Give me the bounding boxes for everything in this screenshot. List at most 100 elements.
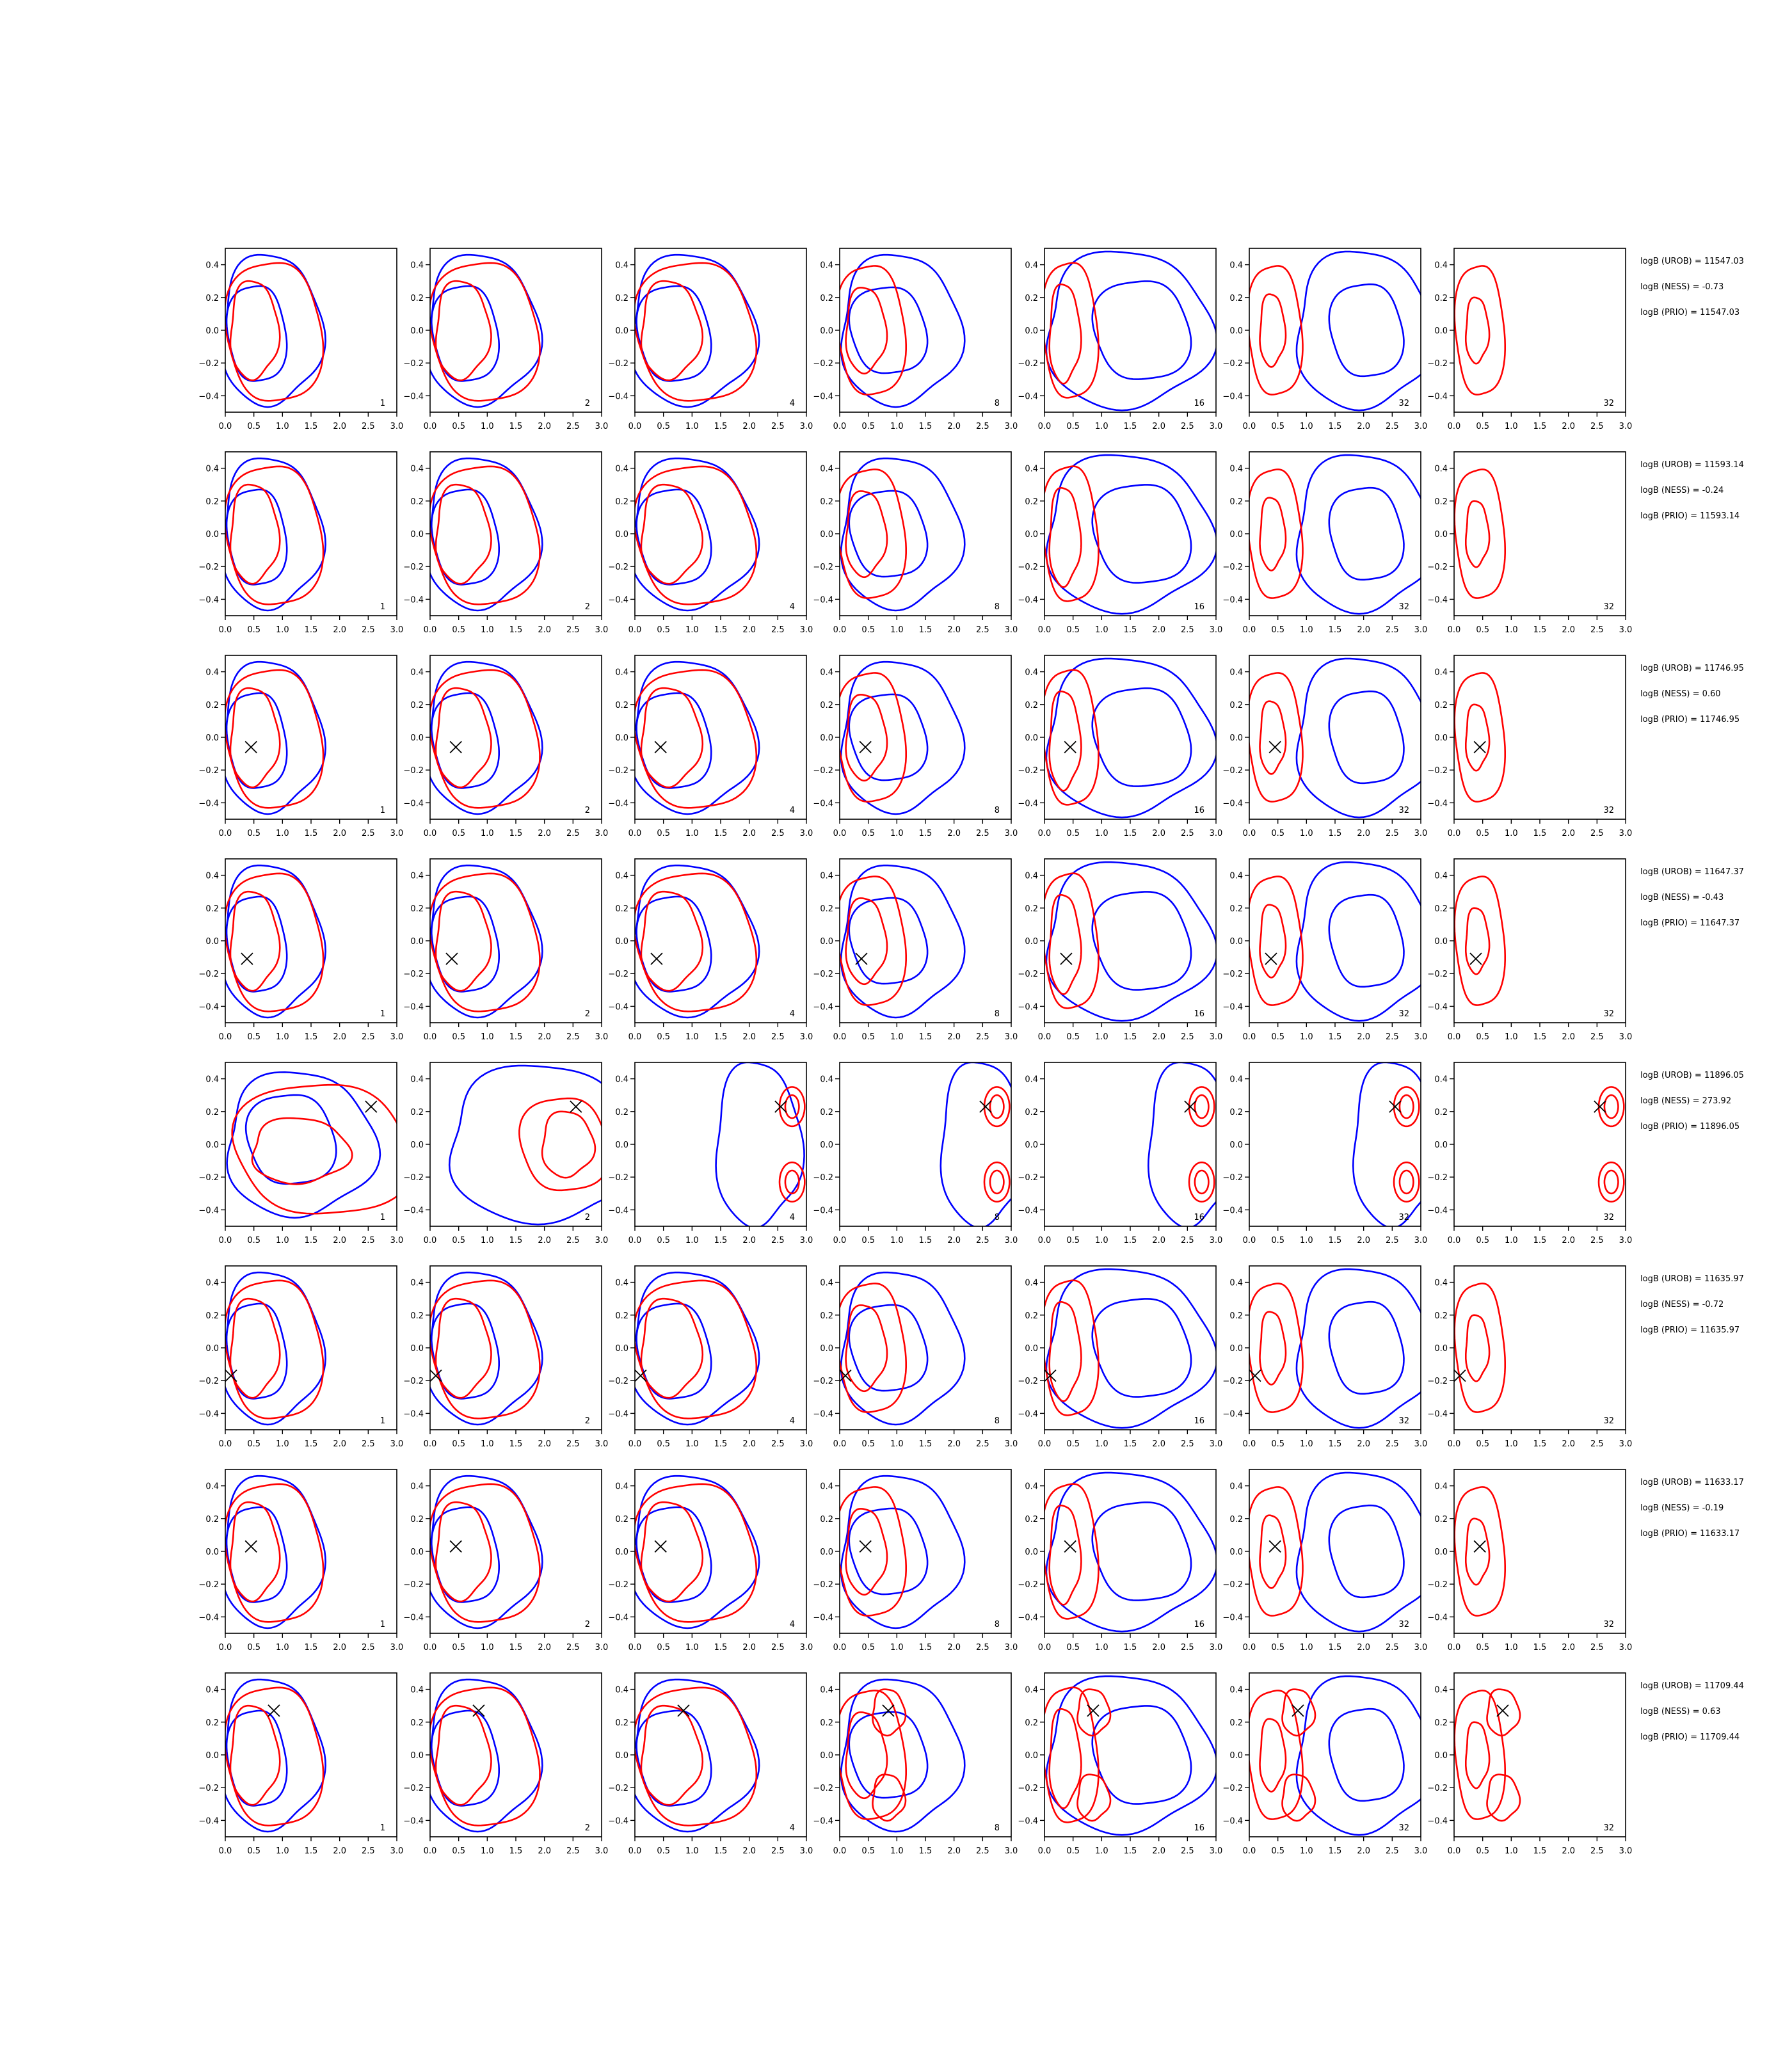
y-tick-label: 0.4 bbox=[1025, 465, 1038, 474]
y-tick-label: 0.2 bbox=[410, 1515, 424, 1524]
x-tick-label: 1.5 bbox=[714, 1032, 728, 1042]
blue-contour-1 bbox=[1045, 657, 1216, 819]
y-tick-label: −0.2 bbox=[403, 563, 424, 572]
x-tick-label: 2.0 bbox=[333, 1032, 346, 1042]
blue-contour-2 bbox=[1091, 280, 1192, 380]
y-tick-label: 0.0 bbox=[205, 733, 219, 743]
y-tick-label: 0.0 bbox=[1229, 937, 1243, 947]
x-tick-label: 1.0 bbox=[1300, 1032, 1313, 1042]
true-value-marker bbox=[1473, 740, 1486, 753]
x-tick-label: 3.0 bbox=[1619, 1643, 1633, 1652]
x-tick-label: 1.5 bbox=[509, 625, 523, 635]
y-tick-label: 0.2 bbox=[1229, 701, 1243, 710]
x-tick-label: 2.0 bbox=[1562, 1236, 1575, 1245]
y-tick-label: −0.2 bbox=[608, 563, 628, 572]
panel-label: 2 bbox=[585, 1416, 590, 1426]
x-tick-label: 2.0 bbox=[947, 1032, 961, 1042]
panel-r3-c6: 0.0 0.5 1.0 1.5 2.0 2.5 3.0 0.4 0.2 0.0 −0.2 −0.4 32 bbox=[1222, 655, 1427, 838]
x-tick-label: 0.0 bbox=[1038, 1236, 1052, 1245]
panel-label: 2 bbox=[585, 399, 590, 408]
x-tick-label: 2.0 bbox=[742, 1236, 756, 1245]
red-contour-1 bbox=[430, 262, 541, 402]
blue-contour-1 bbox=[715, 1062, 805, 1226]
red-contour-3 bbox=[1393, 1161, 1420, 1203]
panel-r7-c1: 0.0 0.5 1.0 1.5 2.0 2.5 3.0 0.4 0.2 0.0 −0.2 −0.4 1 bbox=[198, 1469, 403, 1652]
blue-contour-2 bbox=[848, 1507, 929, 1596]
x-tick-label: 0.0 bbox=[1448, 1643, 1461, 1652]
blue-contour-1 bbox=[840, 1678, 966, 1833]
axes-frame bbox=[1453, 451, 1626, 616]
y-tick-label: −0.4 bbox=[1018, 1816, 1038, 1826]
x-tick-label: 3.0 bbox=[1005, 1643, 1018, 1652]
x-tick-label: 1.0 bbox=[685, 422, 699, 431]
panel-r1-c7: 0.0 0.5 1.0 1.5 2.0 2.5 3.0 0.4 0.2 0.0 −0.2 −0.4 32 bbox=[1427, 248, 1632, 431]
x-tick-label: 3.0 bbox=[1414, 625, 1428, 635]
axes-frame bbox=[1453, 858, 1626, 1023]
y-tick-label: 0.2 bbox=[1434, 1515, 1448, 1524]
x-tick-label: 2.0 bbox=[742, 625, 756, 635]
x-tick-label: 0.0 bbox=[1448, 422, 1461, 431]
y-tick-label: 0.0 bbox=[1229, 530, 1243, 540]
y-tick-label: 0.2 bbox=[205, 1108, 219, 1117]
red-contour-1 bbox=[1597, 1086, 1625, 1128]
y-tick-label: −0.4 bbox=[1427, 392, 1448, 401]
x-tick-label: 1.0 bbox=[890, 1846, 904, 1856]
axes-frame bbox=[1453, 1672, 1626, 1837]
y-tick-label: 0.4 bbox=[820, 465, 833, 474]
y-tick-label: −0.4 bbox=[1427, 1206, 1448, 1215]
panel-label: 4 bbox=[790, 806, 795, 815]
x-tick-label: 2.5 bbox=[976, 1846, 989, 1856]
red-contour-1 bbox=[518, 1097, 602, 1192]
y-tick-label: 0.4 bbox=[1229, 1686, 1243, 1695]
true-value-marker bbox=[244, 740, 257, 753]
y-tick-label: 0.0 bbox=[1229, 1344, 1243, 1354]
blue-contour-1 bbox=[635, 660, 760, 815]
x-tick-label: 2.0 bbox=[1152, 1236, 1165, 1245]
y-tick-label: −0.4 bbox=[1018, 799, 1038, 808]
y-tick-label: −0.4 bbox=[1427, 1613, 1448, 1622]
y-tick-label: 0.0 bbox=[1229, 326, 1243, 336]
y-tick-label: 0.2 bbox=[205, 1515, 219, 1524]
red-contour-2 bbox=[435, 890, 492, 992]
x-tick-label: 3.0 bbox=[1005, 1236, 1018, 1245]
red-contour-2 bbox=[1048, 691, 1082, 792]
logb-stat: logB (UROB) = 11633.17 bbox=[1640, 1478, 1744, 1487]
x-tick-label: 0.0 bbox=[1243, 829, 1256, 838]
y-tick-label: 0.0 bbox=[205, 530, 219, 540]
x-tick-label: 0.0 bbox=[1243, 1236, 1256, 1245]
y-tick-label: 0.2 bbox=[1025, 294, 1038, 303]
red-contour-1 bbox=[1249, 876, 1304, 1006]
x-tick-label: 2.5 bbox=[1181, 829, 1194, 838]
blue-contour-2 bbox=[848, 693, 929, 781]
panel-r3-c5: 0.0 0.5 1.0 1.5 2.0 2.5 3.0 0.4 0.2 0.0 −0.2 −0.4 16 bbox=[1018, 655, 1222, 838]
y-tick-label: 0.2 bbox=[1025, 1108, 1038, 1117]
panel-label: 1 bbox=[380, 602, 385, 612]
y-tick-label: 0.4 bbox=[615, 1482, 628, 1492]
red-contour-1 bbox=[231, 1084, 397, 1215]
x-tick-label: 2.5 bbox=[1590, 1643, 1604, 1652]
y-tick-label: −0.4 bbox=[1222, 1409, 1243, 1419]
red-contour-1 bbox=[225, 1483, 324, 1623]
x-tick-label: 0.0 bbox=[424, 422, 437, 431]
logb-stat: logB (UROB) = 11647.37 bbox=[1640, 867, 1744, 877]
x-tick-label: 1.5 bbox=[1533, 422, 1547, 431]
red-contour-2 bbox=[229, 1297, 281, 1399]
x-tick-label: 0.5 bbox=[452, 1643, 465, 1652]
blue-contour-2 bbox=[636, 895, 712, 993]
x-tick-label: 1.0 bbox=[685, 625, 699, 635]
true-value-marker bbox=[1389, 1100, 1402, 1113]
axes-frame bbox=[1249, 858, 1421, 1023]
red-contour-1 bbox=[1454, 876, 1506, 1006]
x-tick-label: 2.0 bbox=[742, 1846, 756, 1856]
x-tick-label: 1.5 bbox=[305, 1439, 318, 1449]
x-tick-label: 0.5 bbox=[1476, 1236, 1489, 1245]
x-tick-label: 0.0 bbox=[628, 1032, 642, 1042]
y-tick-label: 0.4 bbox=[1025, 872, 1038, 881]
y-tick-label: 0.0 bbox=[1434, 733, 1448, 743]
panel-r8-c7: 0.0 0.5 1.0 1.5 2.0 2.5 3.0 0.4 0.2 0.0 −0.2 −0.4 32 bbox=[1427, 1672, 1632, 1856]
x-tick-label: 1.5 bbox=[1329, 625, 1342, 635]
y-tick-label: −0.4 bbox=[608, 1816, 628, 1826]
x-tick-label: 0.0 bbox=[219, 1643, 232, 1652]
y-tick-label: −0.4 bbox=[198, 1002, 219, 1012]
red-contour-1 bbox=[840, 265, 907, 396]
